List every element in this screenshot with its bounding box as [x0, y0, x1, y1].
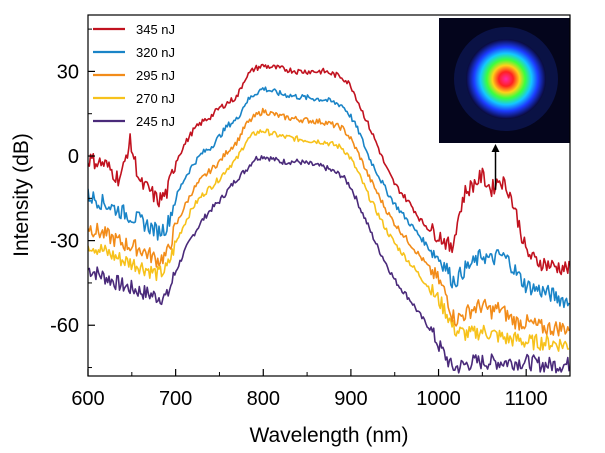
x-tick-label: 700	[159, 388, 192, 410]
legend-label: 320 nJ	[136, 45, 175, 60]
series-line	[88, 107, 570, 337]
x-tick-label: 600	[71, 388, 104, 410]
legend-label: 345 nJ	[136, 22, 175, 37]
series-layer	[88, 63, 570, 374]
series-line	[88, 63, 570, 276]
x-tick-label: 1000	[416, 388, 461, 410]
x-tick-label: 1100	[505, 388, 548, 410]
legend: 345 nJ 320 nJ 295 nJ 270 nJ 245 nJ	[93, 22, 175, 129]
legend-label: 245 nJ	[136, 114, 175, 129]
y-tick-label: -60	[50, 315, 79, 337]
series-line	[88, 86, 570, 309]
plot-frame	[87, 14, 571, 377]
series-line	[88, 128, 570, 352]
y-tick-label: -30	[50, 231, 79, 253]
axes-layer: 600 700 800 900 1000 1100 -60 -30 0 30	[50, 14, 571, 410]
x-tick-label: 900	[334, 388, 367, 410]
inset-arrow	[491, 144, 500, 190]
y-tick-label: 30	[57, 61, 79, 83]
legend-label: 295 nJ	[136, 68, 175, 83]
legend-label: 270 nJ	[136, 91, 175, 106]
inset-beam-profile	[439, 18, 570, 143]
series-line	[88, 155, 570, 374]
x-tick-label: 800	[247, 388, 280, 410]
y-tick-label: 0	[68, 146, 79, 168]
x-axis-label: Wavelength (nm)	[249, 424, 408, 447]
y-axis-label: Intensity (dB)	[10, 133, 33, 257]
beam-spot	[466, 39, 546, 119]
arrow-head	[491, 144, 500, 152]
